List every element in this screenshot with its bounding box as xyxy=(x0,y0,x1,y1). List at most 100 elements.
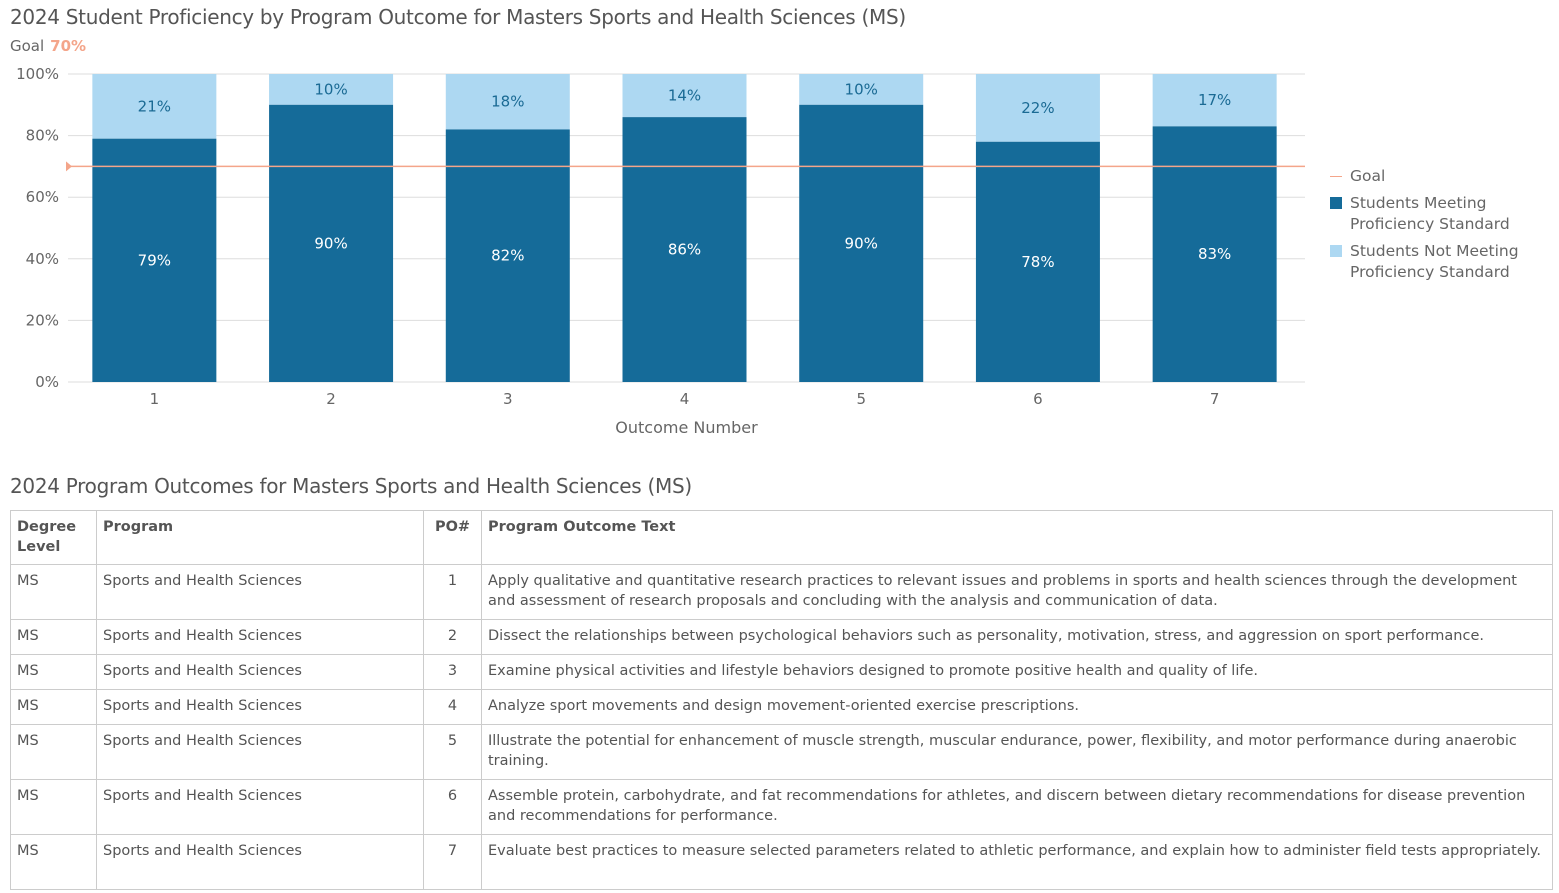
chart-title: 2024 Student Proficiency by Program Outc… xyxy=(10,5,906,29)
bar-not-meeting xyxy=(975,74,1100,142)
meeting-swatch xyxy=(1330,197,1342,209)
header-po: PO# xyxy=(423,510,482,565)
goal-label: Goal xyxy=(10,37,45,55)
bar-not-meeting xyxy=(622,74,747,118)
data-label-not-meeting: 10% xyxy=(845,80,878,98)
legend-label: Students Not Meeting Proficiency Standard xyxy=(1350,242,1519,281)
degree-level-cell: MS xyxy=(10,564,97,620)
table-row: MS Sports and Health Sciences 4 Analyze spo… xyxy=(10,689,1553,725)
y-tick-label: 60% xyxy=(26,188,59,206)
bar-not-meeting xyxy=(269,74,394,105)
legend-item-meeting[interactable]: Students Meeting Proficiency Standard xyxy=(1330,193,1519,235)
legend-label: Goal xyxy=(1350,167,1386,185)
legend: Goal Students Meeting Proficiency Standar… xyxy=(1330,166,1519,289)
program-cell: Sports and Health Sciences xyxy=(96,724,424,780)
degree-level-cell: MS xyxy=(10,689,97,725)
header-outcome-text: Program Outcome Text xyxy=(481,510,1553,565)
bar-not-meeting xyxy=(799,74,924,105)
y-tick-label: 0% xyxy=(35,373,59,391)
data-label-meeting: 90% xyxy=(845,234,878,252)
data-label-meeting: 90% xyxy=(314,234,347,252)
table-row: MS Sports and Health Sciences 3 Examine phy… xyxy=(10,654,1553,690)
data-label-not-meeting: 21% xyxy=(138,97,171,115)
goal-marker-icon xyxy=(66,161,72,172)
legend-label: Students Meeting Proficiency Standard xyxy=(1350,194,1510,233)
y-tick-label: 20% xyxy=(26,311,59,329)
x-tick-label: 2 xyxy=(326,390,336,408)
bar-not-meeting xyxy=(92,74,217,139)
data-label-not-meeting: 14% xyxy=(668,87,701,105)
po-cell: 2 xyxy=(423,619,482,655)
outcome-text-cell: Examine physical activities and lifestyl… xyxy=(481,654,1553,690)
data-label-meeting: 83% xyxy=(1198,245,1231,263)
data-label-not-meeting: 17% xyxy=(1198,91,1231,109)
data-label-meeting: 78% xyxy=(1021,253,1054,271)
degree-level-cell: MS xyxy=(10,654,97,690)
outcomes-table: Degree Level Program PO# Program Outcome… xyxy=(10,510,1553,890)
degree-level-cell: MS xyxy=(10,724,97,780)
outcome-text-cell: Evaluate best practices to measure selec… xyxy=(481,834,1553,890)
degree-level-cell: MS xyxy=(10,834,97,890)
bar-meeting xyxy=(92,138,217,382)
data-label-meeting: 86% xyxy=(668,241,701,259)
table-row: MS Sports and Health Sciences 5 Illustrate … xyxy=(10,724,1553,780)
po-cell: 6 xyxy=(423,779,482,835)
outcome-text-cell: Assemble protein, carbohydrate, and fat … xyxy=(481,779,1553,835)
goal-summary: Goal 70% xyxy=(10,37,86,55)
bar-not-meeting xyxy=(1152,74,1277,127)
header-degree-level: Degree Level xyxy=(10,510,97,565)
data-label-not-meeting: 18% xyxy=(491,93,524,111)
bar-meeting xyxy=(269,104,394,383)
x-axis-title: Outcome Number xyxy=(615,418,758,437)
x-tick-label: 1 xyxy=(150,390,160,408)
table-title: 2024 Program Outcomes for Masters Sports… xyxy=(10,474,692,498)
program-cell: Sports and Health Sciences xyxy=(96,564,424,620)
goal-line-swatch xyxy=(1330,176,1342,177)
data-label-meeting: 82% xyxy=(491,247,524,265)
program-cell: Sports and Health Sciences xyxy=(96,689,424,725)
program-cell: Sports and Health Sciences xyxy=(96,779,424,835)
data-label-meeting: 79% xyxy=(138,251,171,269)
table-row: MS Sports and Health Sciences 7 Evaluate be… xyxy=(10,834,1553,890)
data-label-not-meeting: 10% xyxy=(314,80,347,98)
outcome-text-cell: Analyze sport movements and design movem… xyxy=(481,689,1553,725)
proficiency-chart: 0% 20% 40% 60% 80% 100% 79% 21% 1 90% 10% 2 82% 18% 3 8… xyxy=(16,65,1305,437)
data-label-not-meeting: 22% xyxy=(1021,99,1054,117)
outcome-text-cell: Illustrate the potential for enhancement… xyxy=(481,724,1553,780)
table-header-row: Degree Level Program PO# Program Outcome… xyxy=(10,510,1553,565)
x-tick-label: 7 xyxy=(1210,390,1220,408)
po-cell: 7 xyxy=(423,834,482,890)
degree-level-cell: MS xyxy=(10,779,97,835)
po-cell: 5 xyxy=(423,724,482,780)
legend-item-not-meeting[interactable]: Students Not Meeting Proficiency Standard xyxy=(1330,241,1519,283)
x-tick-label: 4 xyxy=(680,390,690,408)
bar-meeting xyxy=(1152,126,1277,382)
y-tick-label: 80% xyxy=(26,127,59,145)
po-cell: 3 xyxy=(423,654,482,690)
bar-meeting xyxy=(799,104,924,383)
bar-meeting xyxy=(445,129,570,382)
po-cell: 1 xyxy=(423,564,482,620)
not-meeting-swatch xyxy=(1330,245,1342,257)
x-tick-label: 5 xyxy=(856,390,866,408)
program-cell: Sports and Health Sciences xyxy=(96,619,424,655)
header-program: Program xyxy=(96,510,424,565)
program-cell: Sports and Health Sciences xyxy=(96,654,424,690)
degree-level-cell: MS xyxy=(10,619,97,655)
table-row: MS Sports and Health Sciences 2 Dissect the… xyxy=(10,619,1553,655)
legend-item-goal[interactable]: Goal xyxy=(1330,166,1519,187)
y-tick-label: 100% xyxy=(16,65,59,83)
bar-meeting xyxy=(975,141,1100,382)
y-tick-label: 40% xyxy=(26,250,59,268)
table-row: MS Sports and Health Sciences 6 Assemble pr… xyxy=(10,779,1553,835)
table-row: MS Sports and Health Sciences 1 Apply quali… xyxy=(10,564,1553,620)
bar-meeting xyxy=(622,117,747,383)
po-cell: 4 xyxy=(423,689,482,725)
x-tick-label: 6 xyxy=(1033,390,1043,408)
goal-value: 70% xyxy=(50,37,87,55)
outcome-text-cell: Dissect the relationships between psycho… xyxy=(481,619,1553,655)
x-tick-label: 3 xyxy=(503,390,513,408)
outcome-text-cell: Apply qualitative and quantitative resea… xyxy=(481,564,1553,620)
bar-not-meeting xyxy=(445,74,570,130)
program-cell: Sports and Health Sciences xyxy=(96,834,424,890)
